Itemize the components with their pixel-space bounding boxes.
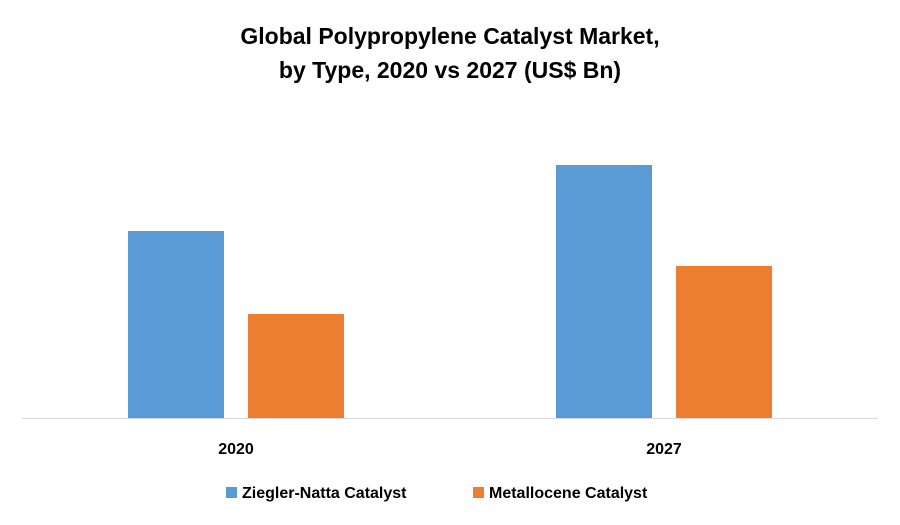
chart-title: Global Polypropylene Catalyst Market, xyxy=(240,23,659,49)
chart-title: by Type, 2020 vs 2027 (US$ Bn) xyxy=(279,57,621,83)
legend-swatch xyxy=(226,487,237,498)
x-tick-label: 2027 xyxy=(646,441,682,458)
bar xyxy=(128,231,224,418)
bar xyxy=(556,165,652,418)
legend-swatch xyxy=(473,487,484,498)
x-tick-label: 2020 xyxy=(218,441,254,458)
bar xyxy=(676,266,772,418)
legend-label: Ziegler-Natta Catalyst xyxy=(242,485,407,502)
legend-label: Metallocene Catalyst xyxy=(489,485,648,502)
bar xyxy=(248,314,344,418)
